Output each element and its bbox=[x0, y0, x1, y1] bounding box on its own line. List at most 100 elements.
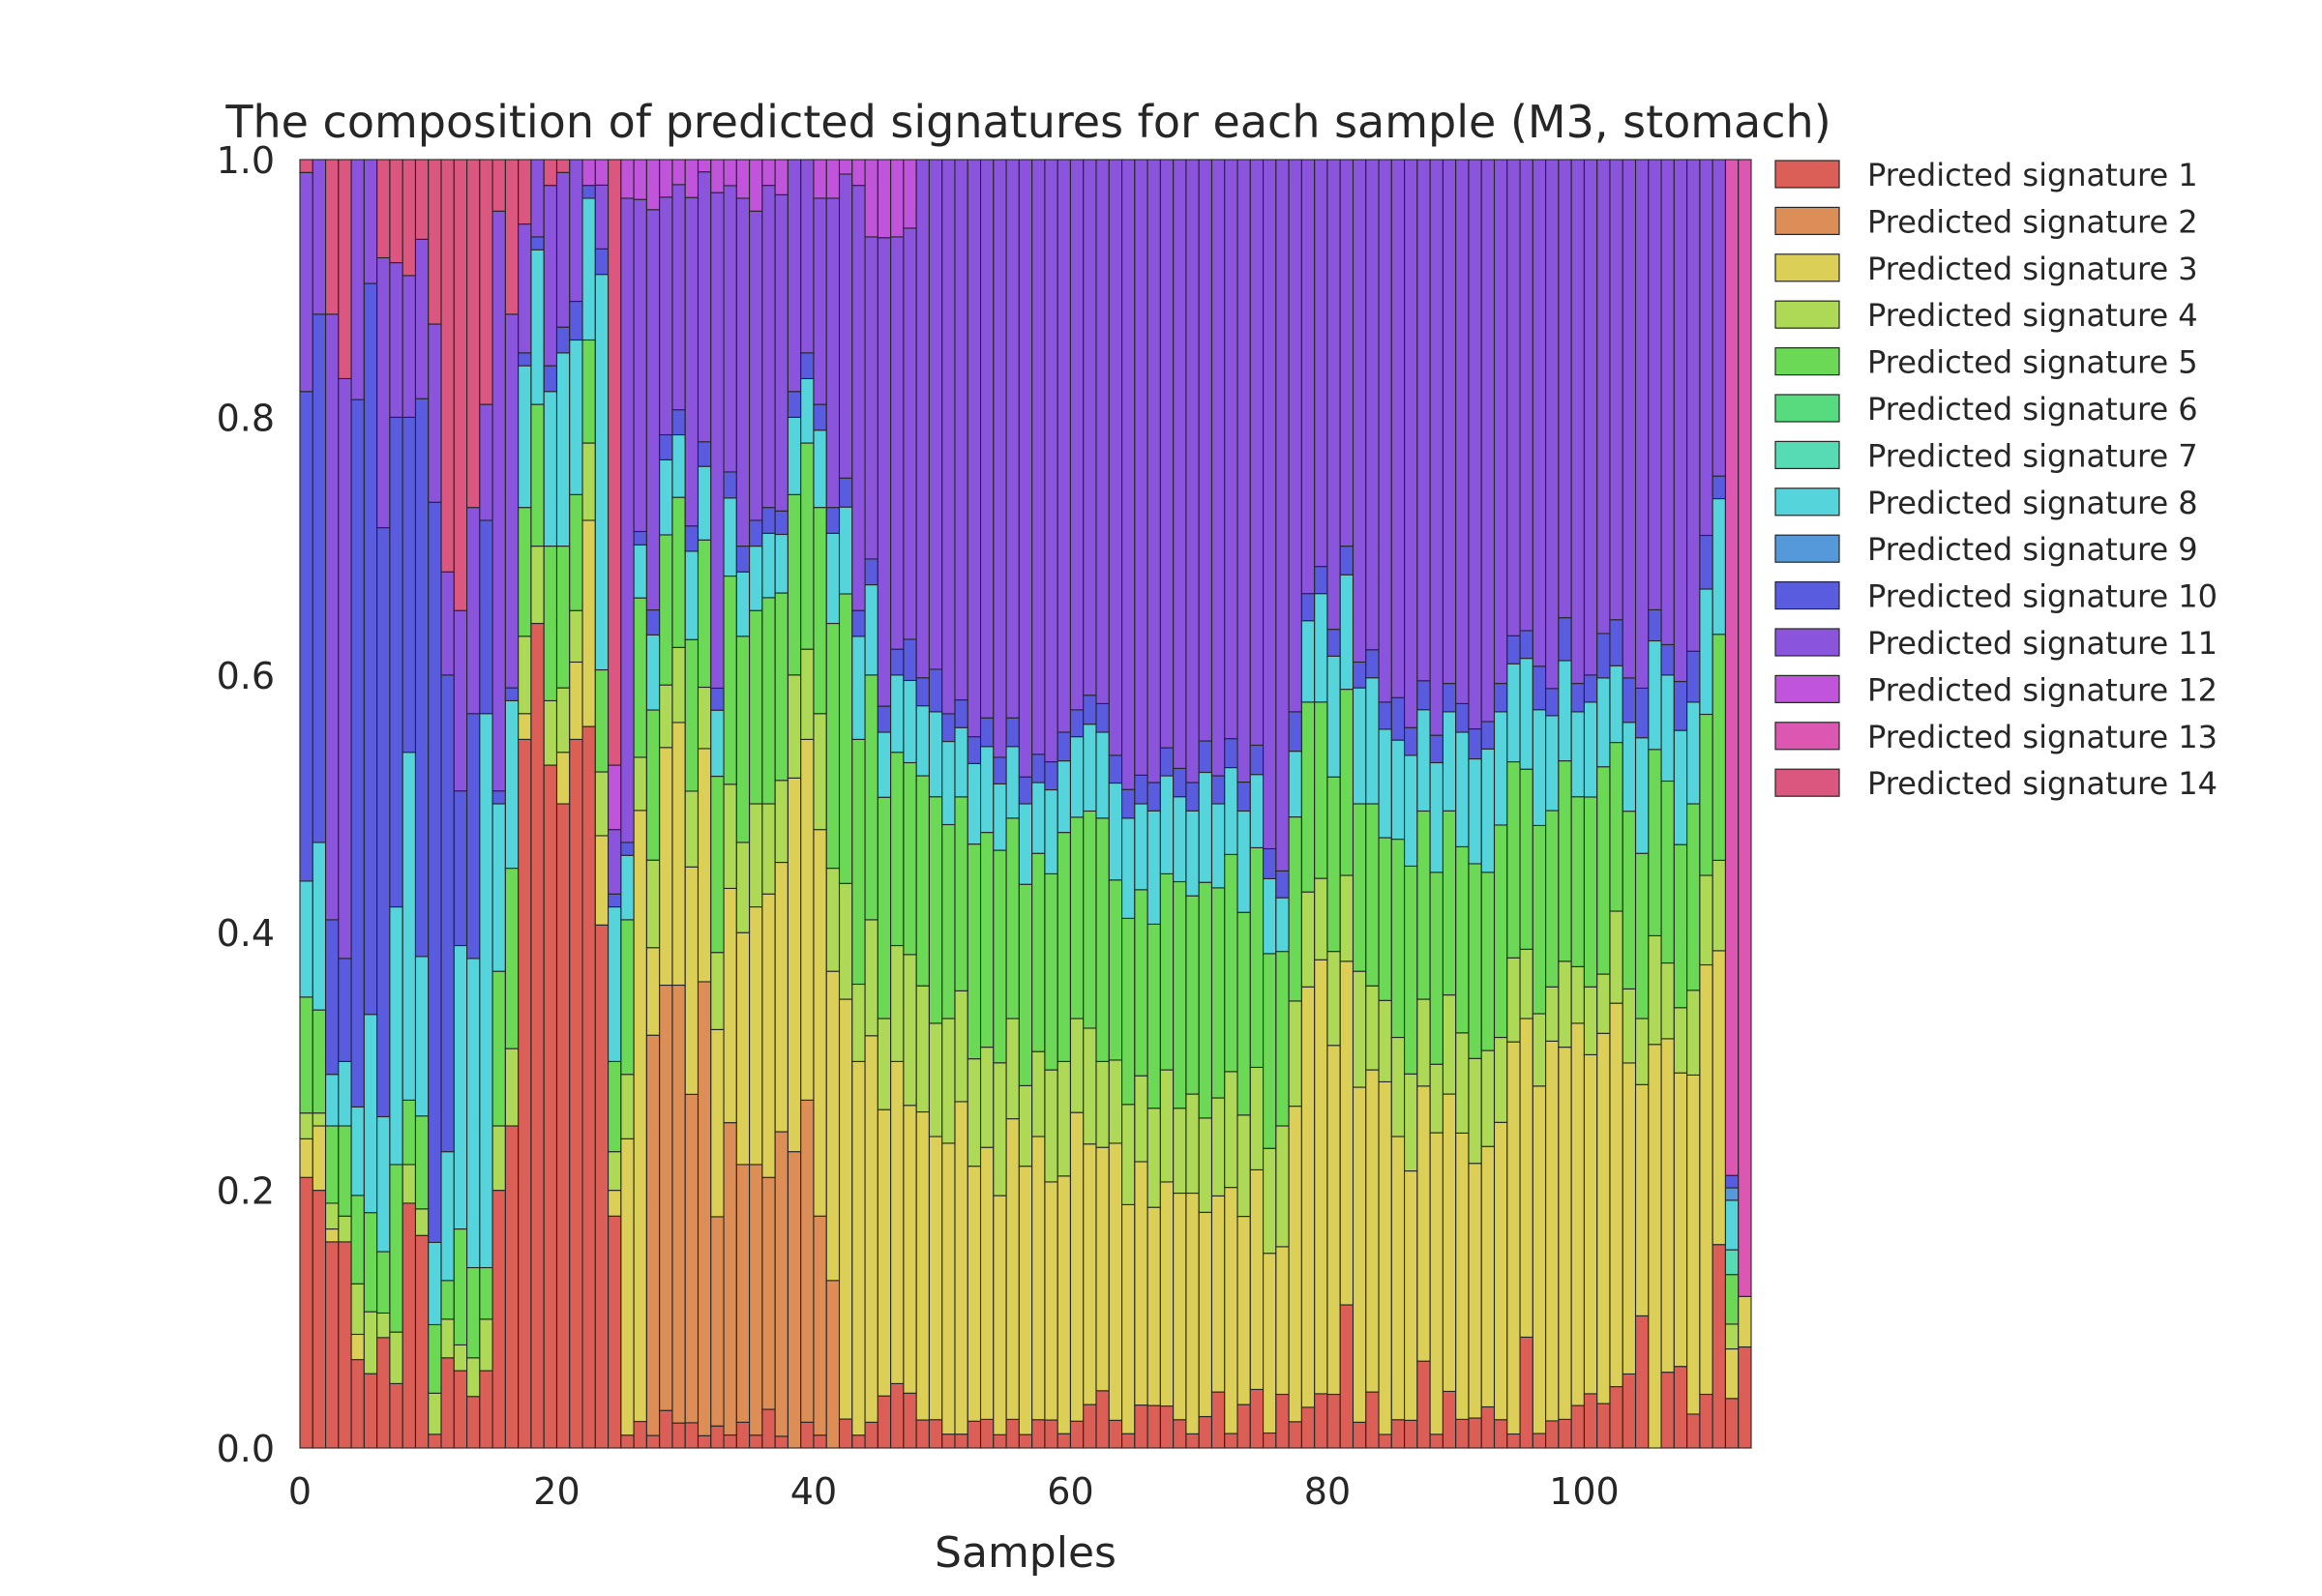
bar-segment-sample-42-sig-4 bbox=[838, 882, 853, 1000]
bar-segment-sample-110-sig-8 bbox=[1712, 497, 1727, 635]
bar-segment-sample-8-sig-1 bbox=[402, 1202, 417, 1449]
bar-segment-sample-28-sig-1 bbox=[659, 1409, 673, 1449]
bar-segment-sample-60-sig-8 bbox=[1069, 736, 1085, 818]
bar-segment-sample-66-sig-11 bbox=[1146, 159, 1161, 783]
bar-segment-sample-103-sig-11 bbox=[1622, 159, 1637, 679]
bar-segment-sample-79-sig-11 bbox=[1314, 159, 1328, 568]
bar-segment-sample-50-sig-8 bbox=[941, 740, 956, 826]
bar-segment-sample-88-sig-1 bbox=[1429, 1433, 1444, 1449]
legend-label: Predicted signature 6 bbox=[1867, 391, 2198, 428]
bar-segment-sample-43-sig-1 bbox=[851, 1434, 866, 1449]
bar-segment-sample-88-sig-11 bbox=[1429, 159, 1444, 736]
bar-segment-sample-52-sig-5 bbox=[967, 843, 982, 1060]
bar-segment-sample-109-sig-8 bbox=[1699, 588, 1713, 716]
bar-segment-sample-36-sig-1 bbox=[761, 1408, 776, 1449]
bar-segment-sample-58-sig-1 bbox=[1044, 1419, 1058, 1449]
bar-segment-sample-74-sig-10 bbox=[1249, 744, 1265, 776]
bar-segment-sample-78-sig-11 bbox=[1300, 159, 1316, 595]
bar-segment-sample-41-sig-11 bbox=[825, 197, 841, 509]
bar-segment-sample-19-sig-8 bbox=[543, 391, 558, 547]
bar-segment-sample-2-sig-3 bbox=[324, 1228, 340, 1243]
legend-label: Predicted signature 14 bbox=[1867, 765, 2218, 802]
bar-segment-sample-68-sig-8 bbox=[1173, 796, 1187, 883]
bar-segment-sample-74-sig-5 bbox=[1249, 846, 1265, 1069]
bar-segment-sample-108-sig-1 bbox=[1686, 1413, 1701, 1449]
bar-segment-sample-5-sig-11 bbox=[363, 159, 378, 284]
bar-segment-sample-17-sig-1 bbox=[518, 738, 532, 1449]
bar-segment-sample-41-sig-2 bbox=[825, 1280, 841, 1449]
bar-segment-sample-105-sig-4 bbox=[1648, 934, 1662, 1046]
bar-segment-sample-41-sig-10 bbox=[825, 507, 841, 534]
bar-segment-sample-56-sig-5 bbox=[1018, 883, 1033, 1086]
bar-segment-sample-82-sig-8 bbox=[1352, 687, 1367, 805]
bar-segment-sample-43-sig-5 bbox=[851, 738, 866, 986]
legend-swatch bbox=[1774, 347, 1840, 376]
bar-segment-sample-52-sig-11 bbox=[967, 159, 982, 738]
bar-segment-sample-95-sig-1 bbox=[1519, 1336, 1533, 1449]
bar-segment-sample-77-sig-3 bbox=[1288, 1106, 1302, 1423]
bar-segment-sample-22-sig-10 bbox=[581, 185, 596, 199]
bar-segment-sample-79-sig-5 bbox=[1314, 701, 1328, 879]
bar-segment-sample-56-sig-11 bbox=[1018, 159, 1033, 778]
bar-segment-sample-70-sig-5 bbox=[1198, 881, 1213, 1119]
bar-segment-sample-37-sig-4 bbox=[774, 780, 789, 864]
bar-segment-sample-94-sig-5 bbox=[1506, 761, 1521, 959]
bar-segment-sample-17-sig-5 bbox=[518, 507, 532, 637]
bar-segment-sample-25-sig-8 bbox=[620, 854, 635, 921]
bar-segment-sample-23-sig-1 bbox=[594, 924, 610, 1449]
bar-segment-sample-30-sig-1 bbox=[684, 1422, 700, 1449]
bar-segment-sample-97-sig-1 bbox=[1545, 1420, 1560, 1449]
bar-segment-sample-101-sig-3 bbox=[1596, 1032, 1611, 1404]
bar-segment-sample-10-sig-14 bbox=[428, 159, 442, 325]
legend-label: Predicted signature 11 bbox=[1867, 625, 2218, 662]
bar-segment-sample-46-sig-10 bbox=[890, 648, 905, 676]
bar-segment-sample-99-sig-10 bbox=[1570, 683, 1585, 713]
bar-segment-sample-12-sig-10 bbox=[453, 790, 468, 947]
bar-segment-sample-28-sig-8 bbox=[659, 458, 673, 536]
bar-segment-sample-101-sig-10 bbox=[1596, 633, 1611, 679]
bar-segment-sample-80-sig-8 bbox=[1326, 655, 1341, 778]
bar-segment-sample-36-sig-10 bbox=[761, 507, 776, 534]
bar-segment-sample-2-sig-1 bbox=[324, 1241, 340, 1449]
bar-segment-sample-42-sig-8 bbox=[838, 506, 853, 595]
bar-segment-sample-50-sig-4 bbox=[941, 1018, 956, 1144]
bar-segment-sample-51-sig-11 bbox=[954, 159, 968, 701]
bar-segment-sample-88-sig-4 bbox=[1429, 1063, 1444, 1134]
bar-segment-sample-3-sig-1 bbox=[338, 1241, 352, 1449]
bar-segment-sample-108-sig-11 bbox=[1686, 159, 1701, 652]
bar-segment-sample-14-sig-5 bbox=[479, 1266, 493, 1320]
bar-segment-sample-23-sig-4 bbox=[594, 771, 610, 837]
bar-segment-sample-28-sig-10 bbox=[659, 433, 673, 460]
bar-segment-sample-63-sig-4 bbox=[1108, 1059, 1123, 1144]
bar-segment-sample-21-sig-4 bbox=[569, 609, 583, 664]
bar-segment-sample-101-sig-4 bbox=[1596, 973, 1611, 1034]
bar-segment-sample-98-sig-11 bbox=[1558, 159, 1572, 619]
bar-segment-sample-53-sig-8 bbox=[979, 746, 995, 834]
bar-segment-sample-13-sig-8 bbox=[466, 958, 481, 1269]
bar-segment-sample-67-sig-8 bbox=[1159, 775, 1175, 874]
bar-segment-sample-111-sig-8 bbox=[1724, 1199, 1740, 1251]
bar-segment-sample-109-sig-4 bbox=[1699, 874, 1713, 966]
bar-segment-sample-32-sig-4 bbox=[710, 952, 725, 1030]
bar-segment-sample-49-sig-11 bbox=[928, 159, 943, 670]
bar-segment-sample-12-sig-4 bbox=[453, 1344, 468, 1372]
bar-segment-sample-16-sig-14 bbox=[504, 159, 520, 315]
bar-segment-sample-70-sig-1 bbox=[1198, 1415, 1213, 1449]
bar-segment-sample-8-sig-14 bbox=[402, 159, 417, 277]
bar-segment-sample-40-sig-3 bbox=[813, 829, 827, 1217]
bar-segment-sample-36-sig-8 bbox=[761, 532, 776, 599]
legend-swatch bbox=[1774, 253, 1840, 282]
bar-segment-sample-32-sig-8 bbox=[710, 709, 725, 778]
bar-segment-sample-89-sig-1 bbox=[1442, 1390, 1457, 1449]
bar-segment-sample-110-sig-5 bbox=[1712, 634, 1727, 861]
legend-swatch bbox=[1774, 206, 1840, 235]
bar-segment-sample-95-sig-3 bbox=[1519, 1018, 1533, 1338]
bar-segment-sample-83-sig-5 bbox=[1365, 803, 1380, 987]
bar-segment-sample-51-sig-5 bbox=[954, 796, 968, 991]
bar-segment-sample-82-sig-11 bbox=[1352, 159, 1367, 664]
bar-segment-sample-40-sig-1 bbox=[813, 1434, 827, 1449]
bar-segment-sample-77-sig-1 bbox=[1288, 1421, 1302, 1449]
bar-segment-sample-24-sig-12 bbox=[608, 764, 622, 831]
bar-segment-sample-44-sig-10 bbox=[864, 558, 878, 586]
bar-segment-sample-7-sig-14 bbox=[389, 159, 403, 264]
